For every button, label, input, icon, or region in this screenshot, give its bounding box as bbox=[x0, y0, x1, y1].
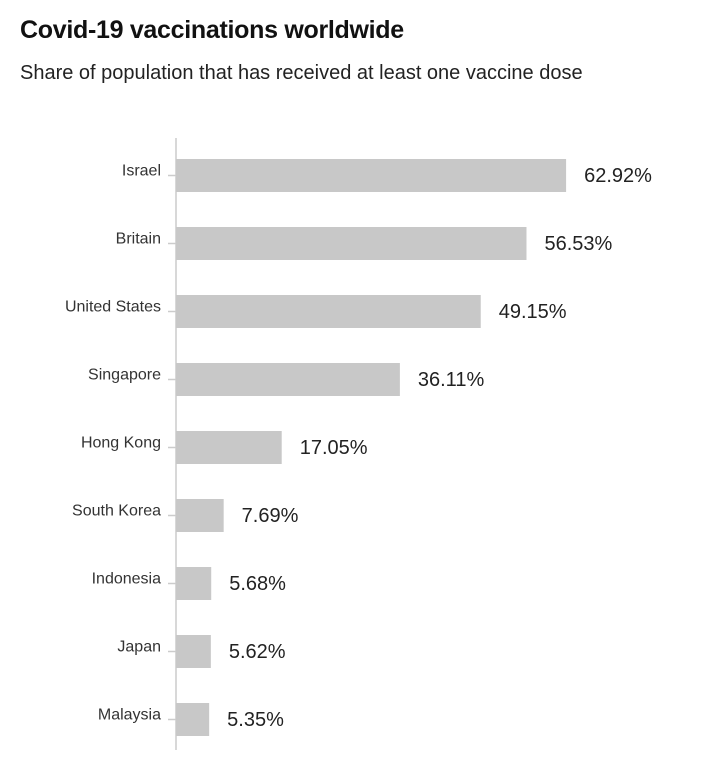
data-label: 56.53% bbox=[544, 233, 612, 255]
bar-malaysia bbox=[176, 703, 210, 736]
bar-south-korea bbox=[176, 499, 224, 532]
data-label: 5.35% bbox=[227, 709, 284, 731]
data-label: 49.15% bbox=[499, 301, 567, 323]
bar-united-states bbox=[176, 295, 481, 328]
bar-israel bbox=[176, 159, 567, 192]
data-label: 36.11% bbox=[418, 369, 485, 391]
bar-japan bbox=[176, 635, 211, 668]
data-label: 17.05% bbox=[300, 437, 368, 459]
category-label: Israel bbox=[122, 163, 161, 180]
data-label: 5.62% bbox=[229, 641, 286, 663]
category-label: United States bbox=[65, 299, 161, 316]
category-label: Malaysia bbox=[98, 707, 161, 724]
data-label: 7.69% bbox=[242, 505, 299, 527]
category-label: Japan bbox=[117, 639, 161, 656]
data-label: 5.68% bbox=[229, 573, 286, 595]
bar-indonesia bbox=[176, 567, 212, 600]
category-label: Hong Kong bbox=[81, 435, 161, 452]
category-label: Indonesia bbox=[92, 571, 161, 588]
category-label: South Korea bbox=[72, 503, 161, 520]
bar-hong-kong bbox=[176, 431, 282, 464]
category-label: Britain bbox=[116, 231, 161, 248]
bar-britain bbox=[176, 227, 527, 260]
category-label: Singapore bbox=[88, 367, 161, 384]
chart-title: Covid-19 vaccinations worldwide bbox=[20, 16, 404, 44]
data-label: 62.92% bbox=[584, 165, 652, 187]
bar-singapore bbox=[176, 363, 400, 396]
chart-subtitle: Share of population that has received at… bbox=[20, 62, 583, 84]
